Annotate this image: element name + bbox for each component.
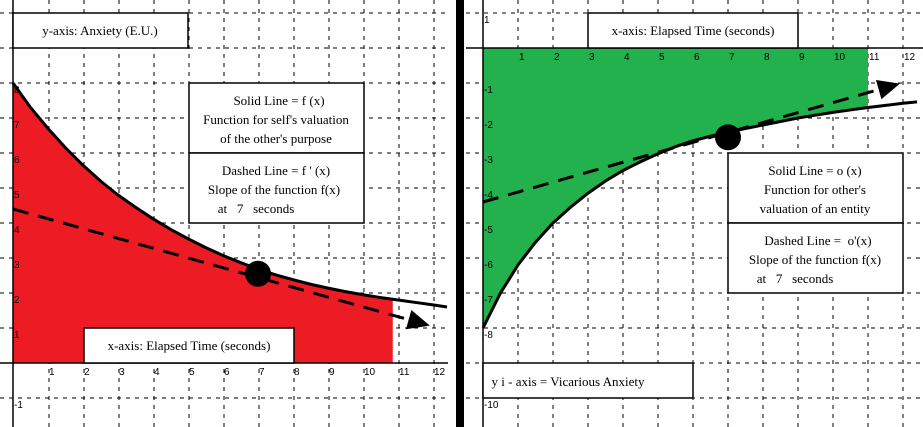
y-tick-label: -8 <box>484 330 493 341</box>
left-annotation-dashed-line3: at 7 seconds <box>218 201 295 216</box>
x-tick-label: 8 <box>764 52 770 63</box>
x-tick-label: 7 <box>259 367 265 378</box>
x-tick-label: 10 <box>834 52 846 63</box>
left-annotation-solid: Solid Line = f (x) Function for self's v… <box>188 82 365 154</box>
x-tick-label: 8 <box>294 367 300 378</box>
x-tick-label: 11 <box>869 52 880 63</box>
x-tick-label: 4 <box>624 52 630 63</box>
y-tick-label: 7 <box>14 120 20 131</box>
y-tick-label: 2 <box>14 295 20 306</box>
right-shaded-area <box>483 48 868 328</box>
x-tick-label: 11 <box>399 367 410 378</box>
right-annotation-solid-line3: valuation of an entity <box>760 201 871 216</box>
y-tick-label: 3 <box>14 260 20 271</box>
x-tick-label: 1 <box>519 52 525 63</box>
right-chart-panel: 1 2 3 4 5 6 7 8 9 10 11 121-1-2-3-4-5-6-7-8-10 x-ax… <box>466 0 923 427</box>
left-solid-line-fx <box>11 82 448 309</box>
right-annotation-dashed: Dashed Line = o'(x) Slope of the functio… <box>727 222 904 294</box>
left-tangent-point <box>245 260 271 287</box>
x-tick-label: 4 <box>154 367 160 378</box>
x-tick-label: 6 <box>224 367 230 378</box>
left-annotation-dashed-line2: Slope of the function f(x) <box>208 182 340 197</box>
y-tick-label: -3 <box>484 155 493 166</box>
x-tick-label: 6 <box>694 52 700 63</box>
right-annotation-dashed-line2: Slope of the function f(x) <box>749 252 881 267</box>
right-annotation-solid-line2: Function for other's <box>764 182 866 197</box>
y-tick-label: -5 <box>484 225 493 236</box>
y-tick-label: -1 <box>484 85 493 96</box>
y-tick-label: 6 <box>14 155 20 166</box>
right-tick-labels: 1 2 3 4 5 6 7 8 9 10 11 121-1-2-3-4-5-6-7-8-10 <box>484 15 916 411</box>
right-annotation-solid: Solid Line = o (x) Function for other's … <box>727 152 904 224</box>
left-dashed-line-fprime <box>12 207 410 322</box>
y-tick-label: 1 <box>14 330 20 341</box>
left-ylabel: y-axis: Anxiety (E.U.) <box>42 23 158 38</box>
left-ylabel-box: y-axis: Anxiety (E.U.) <box>12 12 189 49</box>
y-tick-label: -4 <box>484 190 493 201</box>
right-ylabel: y i - axis = Vicarious Anxiety <box>492 374 645 389</box>
right-arrowhead-icon <box>875 80 900 100</box>
x-tick-label: 1 <box>49 367 55 378</box>
y-tick-label: -1 <box>14 400 23 411</box>
left-xlabel-box: x-axis: Elapsed Time (seconds) <box>83 327 295 364</box>
y-tick-label: 4 <box>14 225 20 236</box>
left-annotation-solid-line1: Solid Line = f (x) <box>233 93 324 108</box>
x-tick-label: 3 <box>119 367 125 378</box>
right-ylabel-box: y i - axis = Vicarious Anxiety <box>482 362 694 399</box>
y-tick-label: -10 <box>484 400 499 411</box>
left-shaded-area <box>13 83 393 363</box>
x-tick-label: 2 <box>84 367 90 378</box>
right-annotation-dashed-line1: Dashed Line = o'(x) <box>764 233 871 248</box>
y-tick-label: 1 <box>484 15 490 26</box>
x-tick-label: 7 <box>729 52 735 63</box>
y-tick-label: 5 <box>14 190 20 201</box>
right-xlabel: x-axis: Elapsed Time (seconds) <box>612 23 775 38</box>
x-tick-label: 12 <box>434 367 446 378</box>
right-dashed-line-oprime <box>482 88 880 204</box>
x-tick-label: 3 <box>589 52 595 63</box>
x-tick-label: 9 <box>329 367 335 378</box>
left-arrowhead-icon <box>405 310 430 330</box>
right-solid-line-ox <box>481 100 918 329</box>
left-annotation-solid-line2: Function for self's valuation <box>203 112 349 127</box>
right-annotation-solid-line1: Solid Line = o (x) <box>768 163 861 178</box>
y-tick-label: -7 <box>484 295 493 306</box>
x-tick-label: 5 <box>189 367 195 378</box>
panel-divider <box>456 0 464 427</box>
left-chart-panel: 1234567891011121087654321-1 y-axis: Anxi… <box>0 0 448 427</box>
x-tick-label: 5 <box>659 52 665 63</box>
y-tick-label: -6 <box>484 260 493 271</box>
x-tick-label: 12 <box>904 52 916 63</box>
x-tick-label: 9 <box>799 52 805 63</box>
x-tick-label: 2 <box>554 52 560 63</box>
left-annotation-dashed-line1: Dashed Line = f ' (x) <box>222 163 330 178</box>
right-xlabel-box: x-axis: Elapsed Time (seconds) <box>587 12 799 49</box>
left-annotation-dashed: Dashed Line = f ' (x) Slope of the funct… <box>188 152 365 224</box>
y-tick-label: -2 <box>484 120 493 131</box>
right-tangent-point <box>715 124 741 151</box>
x-tick-label: 10 <box>364 367 376 378</box>
left-annotation-solid-line3: of the other's purpose <box>220 131 332 146</box>
right-annotation-dashed-line3: at 7 seconds <box>757 271 834 286</box>
left-xlabel: x-axis: Elapsed Time (seconds) <box>108 338 271 353</box>
